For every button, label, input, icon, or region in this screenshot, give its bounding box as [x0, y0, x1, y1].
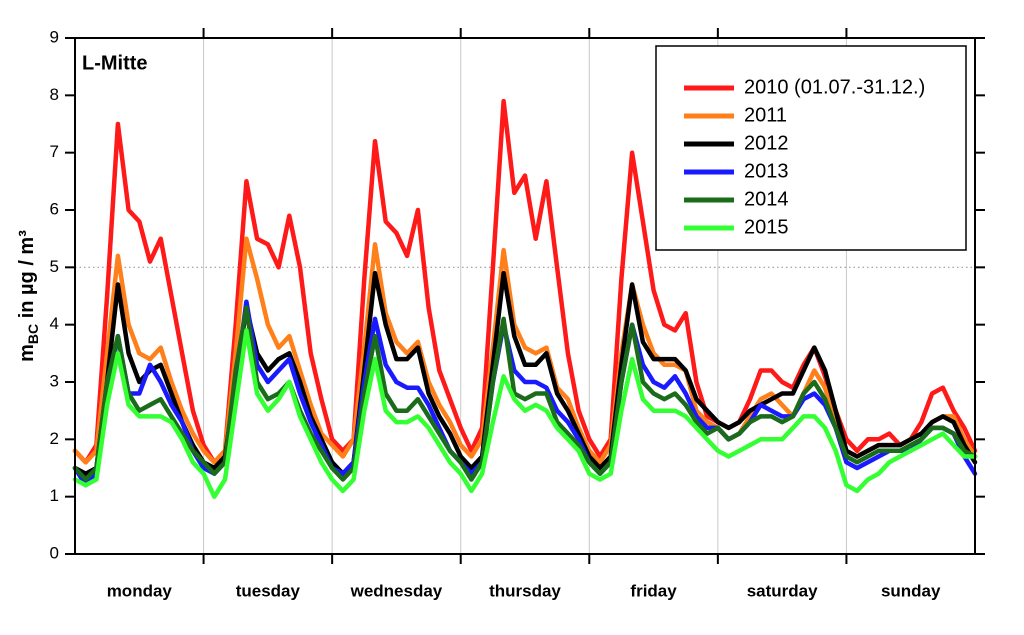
- data-line: [72, 328, 978, 499]
- legend-label: 2011: [744, 104, 787, 126]
- chart-title: L-Mitte: [82, 52, 148, 74]
- plot-frame: [74, 37, 976, 555]
- y-tick-label: 4: [50, 314, 59, 333]
- x-tick-label: sunday: [881, 581, 941, 600]
- x-tick-label: thursday: [489, 581, 561, 600]
- y-tick-label: 6: [50, 199, 59, 218]
- y-tick-label: 2: [50, 429, 59, 448]
- legend-label: 2015: [744, 216, 789, 238]
- data-line: [72, 305, 978, 482]
- y-tick-label: 0: [50, 543, 59, 562]
- x-tick-label: tuesday: [236, 581, 301, 600]
- x-tick-label: monday: [107, 581, 173, 600]
- legend-box: [655, 45, 967, 251]
- y-tick-label: 7: [50, 142, 59, 161]
- y-tick-label: 8: [50, 85, 59, 104]
- y-label-sub: BC: [25, 324, 41, 344]
- y-tick-label: 3: [50, 371, 59, 390]
- legend-label: 2010 (01.07.-31.12.): [744, 76, 925, 98]
- y-label-rest: in µg / m³: [16, 230, 38, 324]
- y-tick-label: 5: [50, 257, 59, 276]
- x-tick-label: saturday: [747, 581, 818, 600]
- y-axis-label: mBC in µg / m³: [16, 230, 40, 362]
- x-tick-label: wednesday: [350, 581, 443, 600]
- legend-label: 2014: [744, 188, 789, 210]
- legend-label: 2013: [744, 160, 789, 182]
- x-tick-label: friday: [630, 581, 677, 600]
- y-tick-label: 1: [50, 486, 59, 505]
- y-tick-label: 9: [50, 27, 59, 46]
- legend-label: 2012: [744, 132, 789, 154]
- y-label-main: m: [16, 344, 38, 362]
